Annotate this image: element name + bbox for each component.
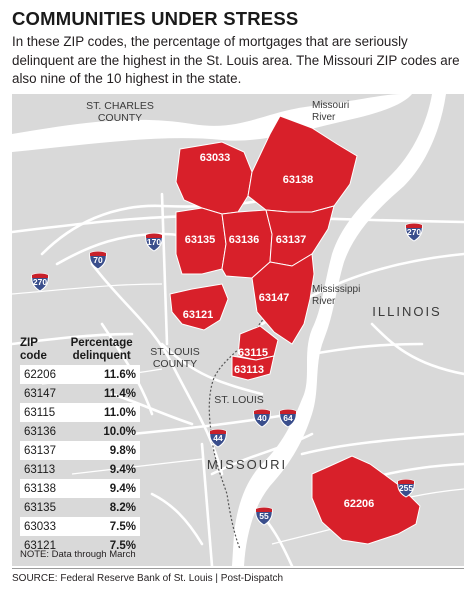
row-zip: 63138: [24, 482, 56, 495]
shield-number: 40: [257, 413, 267, 423]
row-percentage: 9.4%: [109, 482, 136, 495]
row-percentage: 9.8%: [109, 444, 136, 457]
label-illinois: ILLINOIS: [372, 304, 442, 319]
row-percentage: 7.5%: [109, 539, 136, 552]
shield-number: 70: [93, 255, 103, 265]
table-row: 63147 11.4%: [20, 384, 140, 403]
zip-label-63136: 63136: [228, 234, 260, 246]
row-zip: 63115: [24, 406, 56, 419]
row-percentage: 11.6%: [104, 368, 136, 381]
row-zip: 63113: [24, 463, 56, 476]
row-zip: 63033: [24, 520, 56, 533]
shield-number: 44: [213, 433, 223, 443]
row-percentage: 8.2%: [109, 501, 136, 514]
zip-area-63121: [169, 283, 229, 331]
label-missouri: MISSOURI: [206, 457, 288, 472]
interstate-shield-icon-170: 170: [144, 232, 164, 252]
zip-area-63113: [231, 355, 275, 381]
header-zip-code: ZIP code: [20, 337, 47, 362]
zip-label-63147: 63147: [258, 292, 290, 304]
label-st-louis-county: ST. LOUIS COUNTY: [150, 346, 200, 370]
shield-number: 64: [283, 413, 293, 423]
table-row: 63136 10.0%: [20, 422, 140, 441]
row-zip: 63147: [24, 387, 56, 400]
interstate-shield-icon-255: 255: [396, 478, 416, 498]
zip-area-63147: [251, 253, 315, 345]
zip-label-63033: 63033: [199, 152, 231, 164]
shield-number: 270: [32, 277, 48, 287]
zip-label-63137: 63137: [275, 234, 307, 246]
interstate-shield-icon-40: 40: [252, 408, 272, 428]
graphic-title: COMMUNITIES UNDER STRESS: [12, 8, 299, 29]
interstate-shield-icon-55: 55: [254, 506, 274, 526]
shield-number: 55: [259, 511, 269, 521]
row-zip: 63121: [24, 539, 56, 552]
row-percentage: 10.0%: [103, 425, 136, 438]
base-map: [12, 94, 464, 566]
row-percentage: 11.4%: [104, 387, 136, 400]
delinquency-table: ZIP code Percentage delinquent 62206 11.6…: [20, 337, 140, 555]
interstate-shield-icon-70: 70: [88, 250, 108, 270]
header-percentage-delinquent: Percentage delinquent: [70, 337, 133, 362]
row-zip: 63136: [24, 425, 56, 438]
zip-label-63113: 63113: [234, 364, 264, 376]
table-row: 63115 11.0%: [20, 403, 140, 422]
shield-number: 270: [406, 227, 422, 237]
zip-area-62206: [311, 455, 421, 545]
label-st-charles-county: ST. CHARLES COUNTY: [86, 100, 154, 124]
source-divider: [12, 568, 464, 569]
graphic-subtitle: In these ZIP codes, the percentage of mo…: [12, 34, 460, 86]
row-percentage: 7.5%: [109, 520, 136, 533]
table-row: 63033 7.5%: [20, 517, 140, 536]
shield-number: 170: [146, 237, 162, 247]
zip-label-63121: 63121: [182, 309, 214, 321]
zip-label-63135: 63135: [184, 234, 216, 246]
source-credit: SOURCE: Federal Reserve Bank of St. Loui…: [12, 573, 284, 584]
label-missouri-river: Missouri River: [312, 100, 350, 123]
table-header: ZIP code Percentage delinquent: [20, 337, 140, 362]
table-row: 63137 9.8%: [20, 441, 140, 460]
zip-label-62206: 62206: [343, 498, 375, 510]
mississippi-river: [232, 94, 446, 566]
zip-label-63115: 63115: [238, 347, 268, 359]
table-row: 62206 11.6%: [20, 365, 140, 384]
row-percentage: 9.4%: [109, 463, 136, 476]
zip-area-63137: [265, 205, 335, 267]
data-note: NOTE: Data through March: [20, 549, 136, 560]
shield-number: 255: [398, 483, 414, 493]
row-zip: 62206: [24, 368, 56, 381]
table-row: 63121 7.5%: [20, 536, 140, 555]
zip-polygons: [169, 115, 421, 545]
row-zip: 63137: [24, 444, 56, 457]
missouri-river: [12, 94, 412, 152]
interstate-shield-icon-44: 44: [208, 428, 228, 448]
row-percentage: 11.0%: [104, 406, 136, 419]
table-body: 62206 11.6% 63147 11.4% 63115 11.0% 63136 10.0%…: [20, 365, 140, 555]
interstate-shield-icon-270-west: 270: [30, 272, 50, 292]
table-row: 63135 8.2%: [20, 498, 140, 517]
row-zip: 63135: [24, 501, 56, 514]
zip-label-63138: 63138: [282, 174, 314, 186]
label-mississippi-river: Mississippi River: [312, 284, 361, 307]
interstate-shield-icon-64: 64: [278, 408, 298, 428]
label-st-louis: ST. LOUIS: [214, 394, 264, 406]
interstate-shield-icon-270-east: 270: [404, 222, 424, 242]
table-row: 63138 9.4%: [20, 479, 140, 498]
table-row: 63113 9.4%: [20, 460, 140, 479]
